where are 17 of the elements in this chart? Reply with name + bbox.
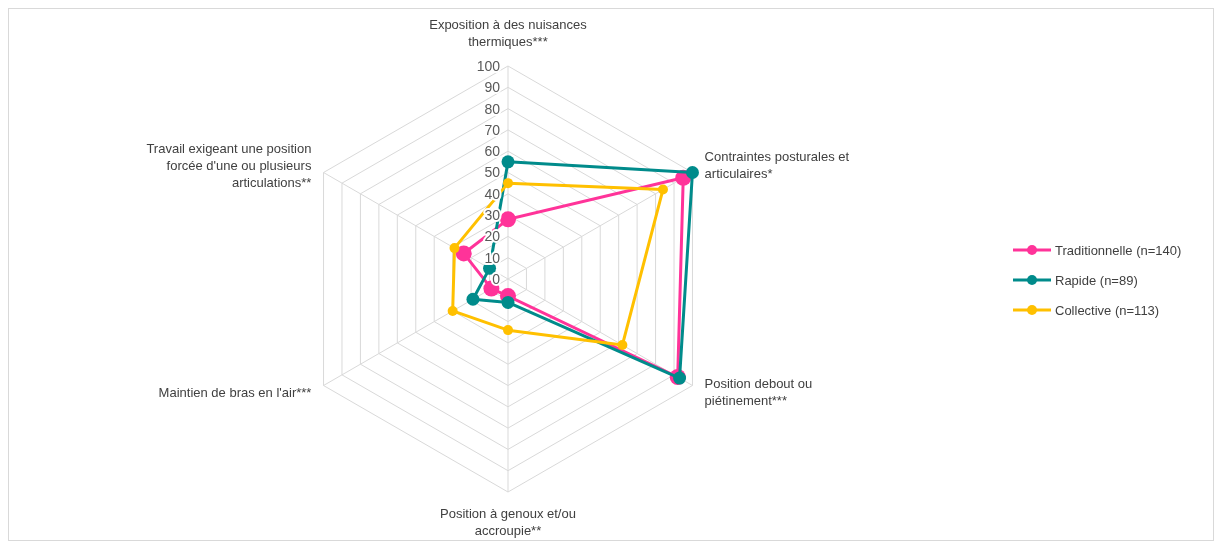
y-tick-label: 40 bbox=[484, 185, 501, 202]
spoke-label: Position à genoux et/ou accroupie** bbox=[440, 506, 576, 538]
legend-label: Rapide (n=89) bbox=[1055, 272, 1138, 288]
legend-label: Collective (n=113) bbox=[1055, 302, 1160, 318]
spoke-label: Travail exigeant une position forcée d'une ou plusieurs articulations** bbox=[146, 140, 312, 190]
spoke-label: Maintien de bras en l'air*** bbox=[158, 384, 312, 400]
spoke-label: Exposition à des nuisances thermiques*** bbox=[429, 17, 588, 49]
spoke-label: Position debout ou piétinement*** bbox=[704, 376, 813, 408]
legend-label: Traditionnelle (n=140) bbox=[1055, 242, 1182, 258]
y-tick-label: 50 bbox=[484, 164, 501, 181]
y-tick-label: 100 bbox=[476, 57, 501, 74]
y-tick-label: 70 bbox=[484, 121, 501, 138]
y-tick-label: 90 bbox=[484, 79, 501, 96]
y-tick-label: 60 bbox=[484, 143, 501, 160]
y-tick-label: 0 bbox=[492, 270, 501, 287]
y-tick-label: 80 bbox=[484, 100, 501, 117]
spoke-label: Contraintes posturales et articulaires* bbox=[704, 149, 850, 181]
